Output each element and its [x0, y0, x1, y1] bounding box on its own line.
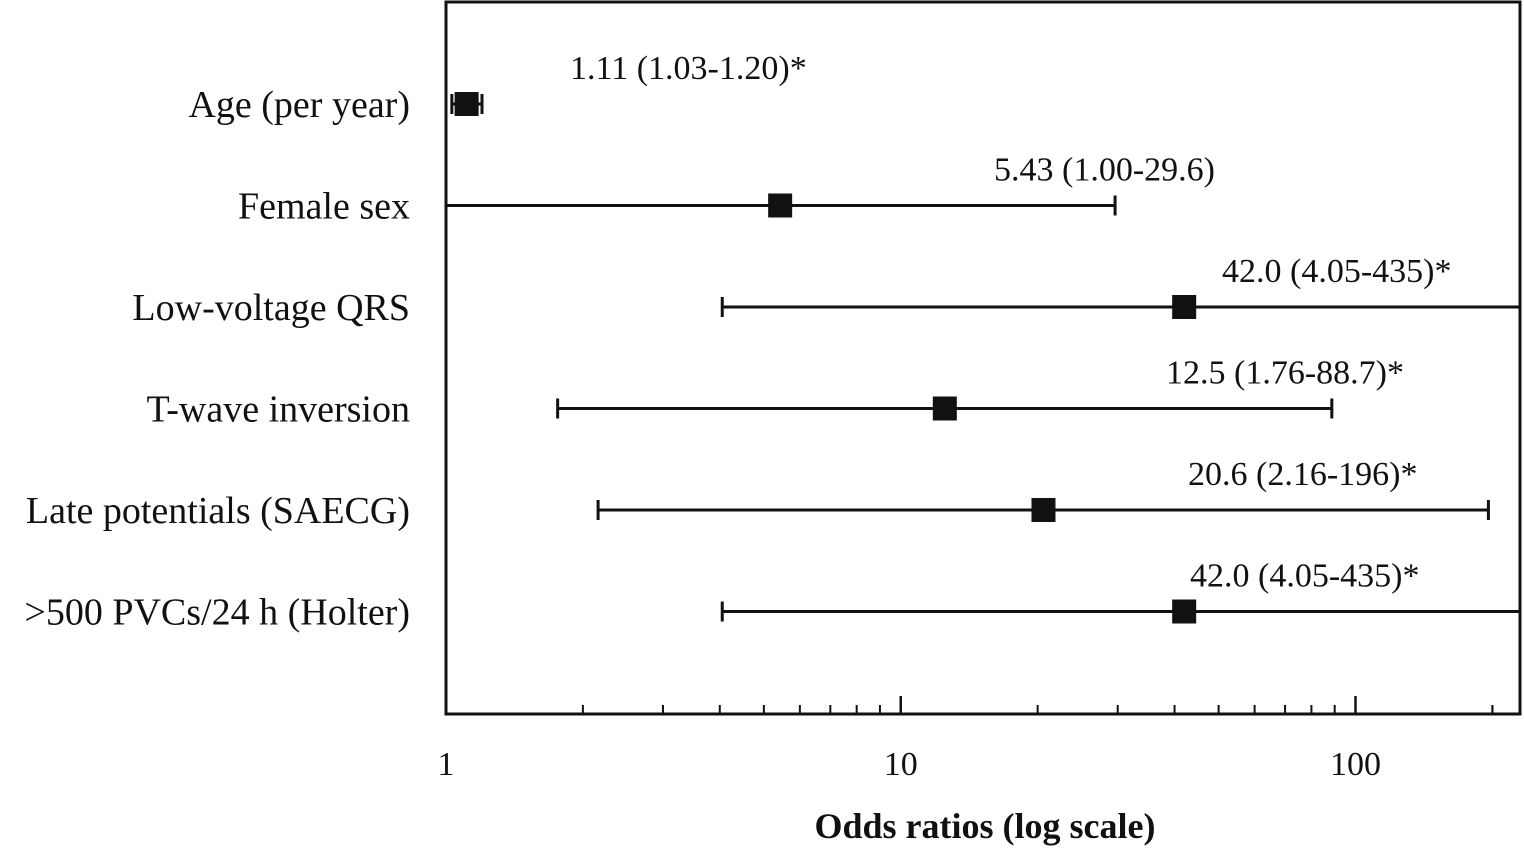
forest-row: Age (per year) 1.11 (1.03-1.20)* — [188, 50, 806, 126]
estimate-label: 42.0 (4.05-435)* — [1190, 558, 1419, 595]
tick-label: 100 — [1330, 746, 1381, 783]
x-axis-title: Odds ratios (log scale) — [815, 806, 1156, 846]
estimate-label: 5.43 (1.00-29.6) — [994, 152, 1215, 189]
odds-ratio-marker — [1172, 295, 1197, 319]
estimate-label: 20.6 (2.16-196)* — [1188, 456, 1417, 493]
forest-row: Female sex 5.43 (1.00-29.6) — [238, 152, 1215, 228]
odds-ratio-marker — [932, 396, 957, 421]
row-label: T-wave inversion — [147, 389, 410, 431]
row-label: Age (per year) — [188, 84, 410, 126]
row-label: >500 PVCs/24 h (Holter) — [24, 592, 410, 634]
forest-row: >500 PVCs/24 h (Holter) 42.0 (4.05-435)* — [24, 558, 1520, 634]
tick-label: 10 — [884, 746, 918, 783]
forest-row: Late potentials (SAECG) 20.6 (2.16-196)* — [26, 456, 1490, 532]
row-label: Female sex — [238, 186, 410, 228]
tick-label: 1 — [438, 746, 455, 783]
estimate-label: 1.11 (1.03-1.20)* — [570, 50, 807, 87]
odds-ratio-marker — [454, 92, 479, 116]
row-label: Late potentials (SAECG) — [26, 490, 410, 532]
forest-row: Low-voltage QRS 42.0 (4.05-435)* — [132, 253, 1520, 329]
row-label: Low-voltage QRS — [132, 287, 410, 329]
rows-group: Age (per year) 1.11 (1.03-1.20)* Female se… — [24, 50, 1520, 634]
odds-ratio-marker — [1172, 599, 1197, 624]
odds-ratio-marker — [1031, 498, 1056, 522]
estimate-label: 12.5 (1.76-88.7)* — [1166, 355, 1404, 392]
odds-ratio-marker — [768, 193, 793, 218]
estimate-label: 42.0 (4.05-435)* — [1222, 253, 1451, 290]
forest-row: T-wave inversion 12.5 (1.76-88.7)* — [147, 355, 1404, 431]
plot-frame — [444, 0, 1522, 716]
x-axis: 1 10 100 — [438, 696, 1494, 783]
